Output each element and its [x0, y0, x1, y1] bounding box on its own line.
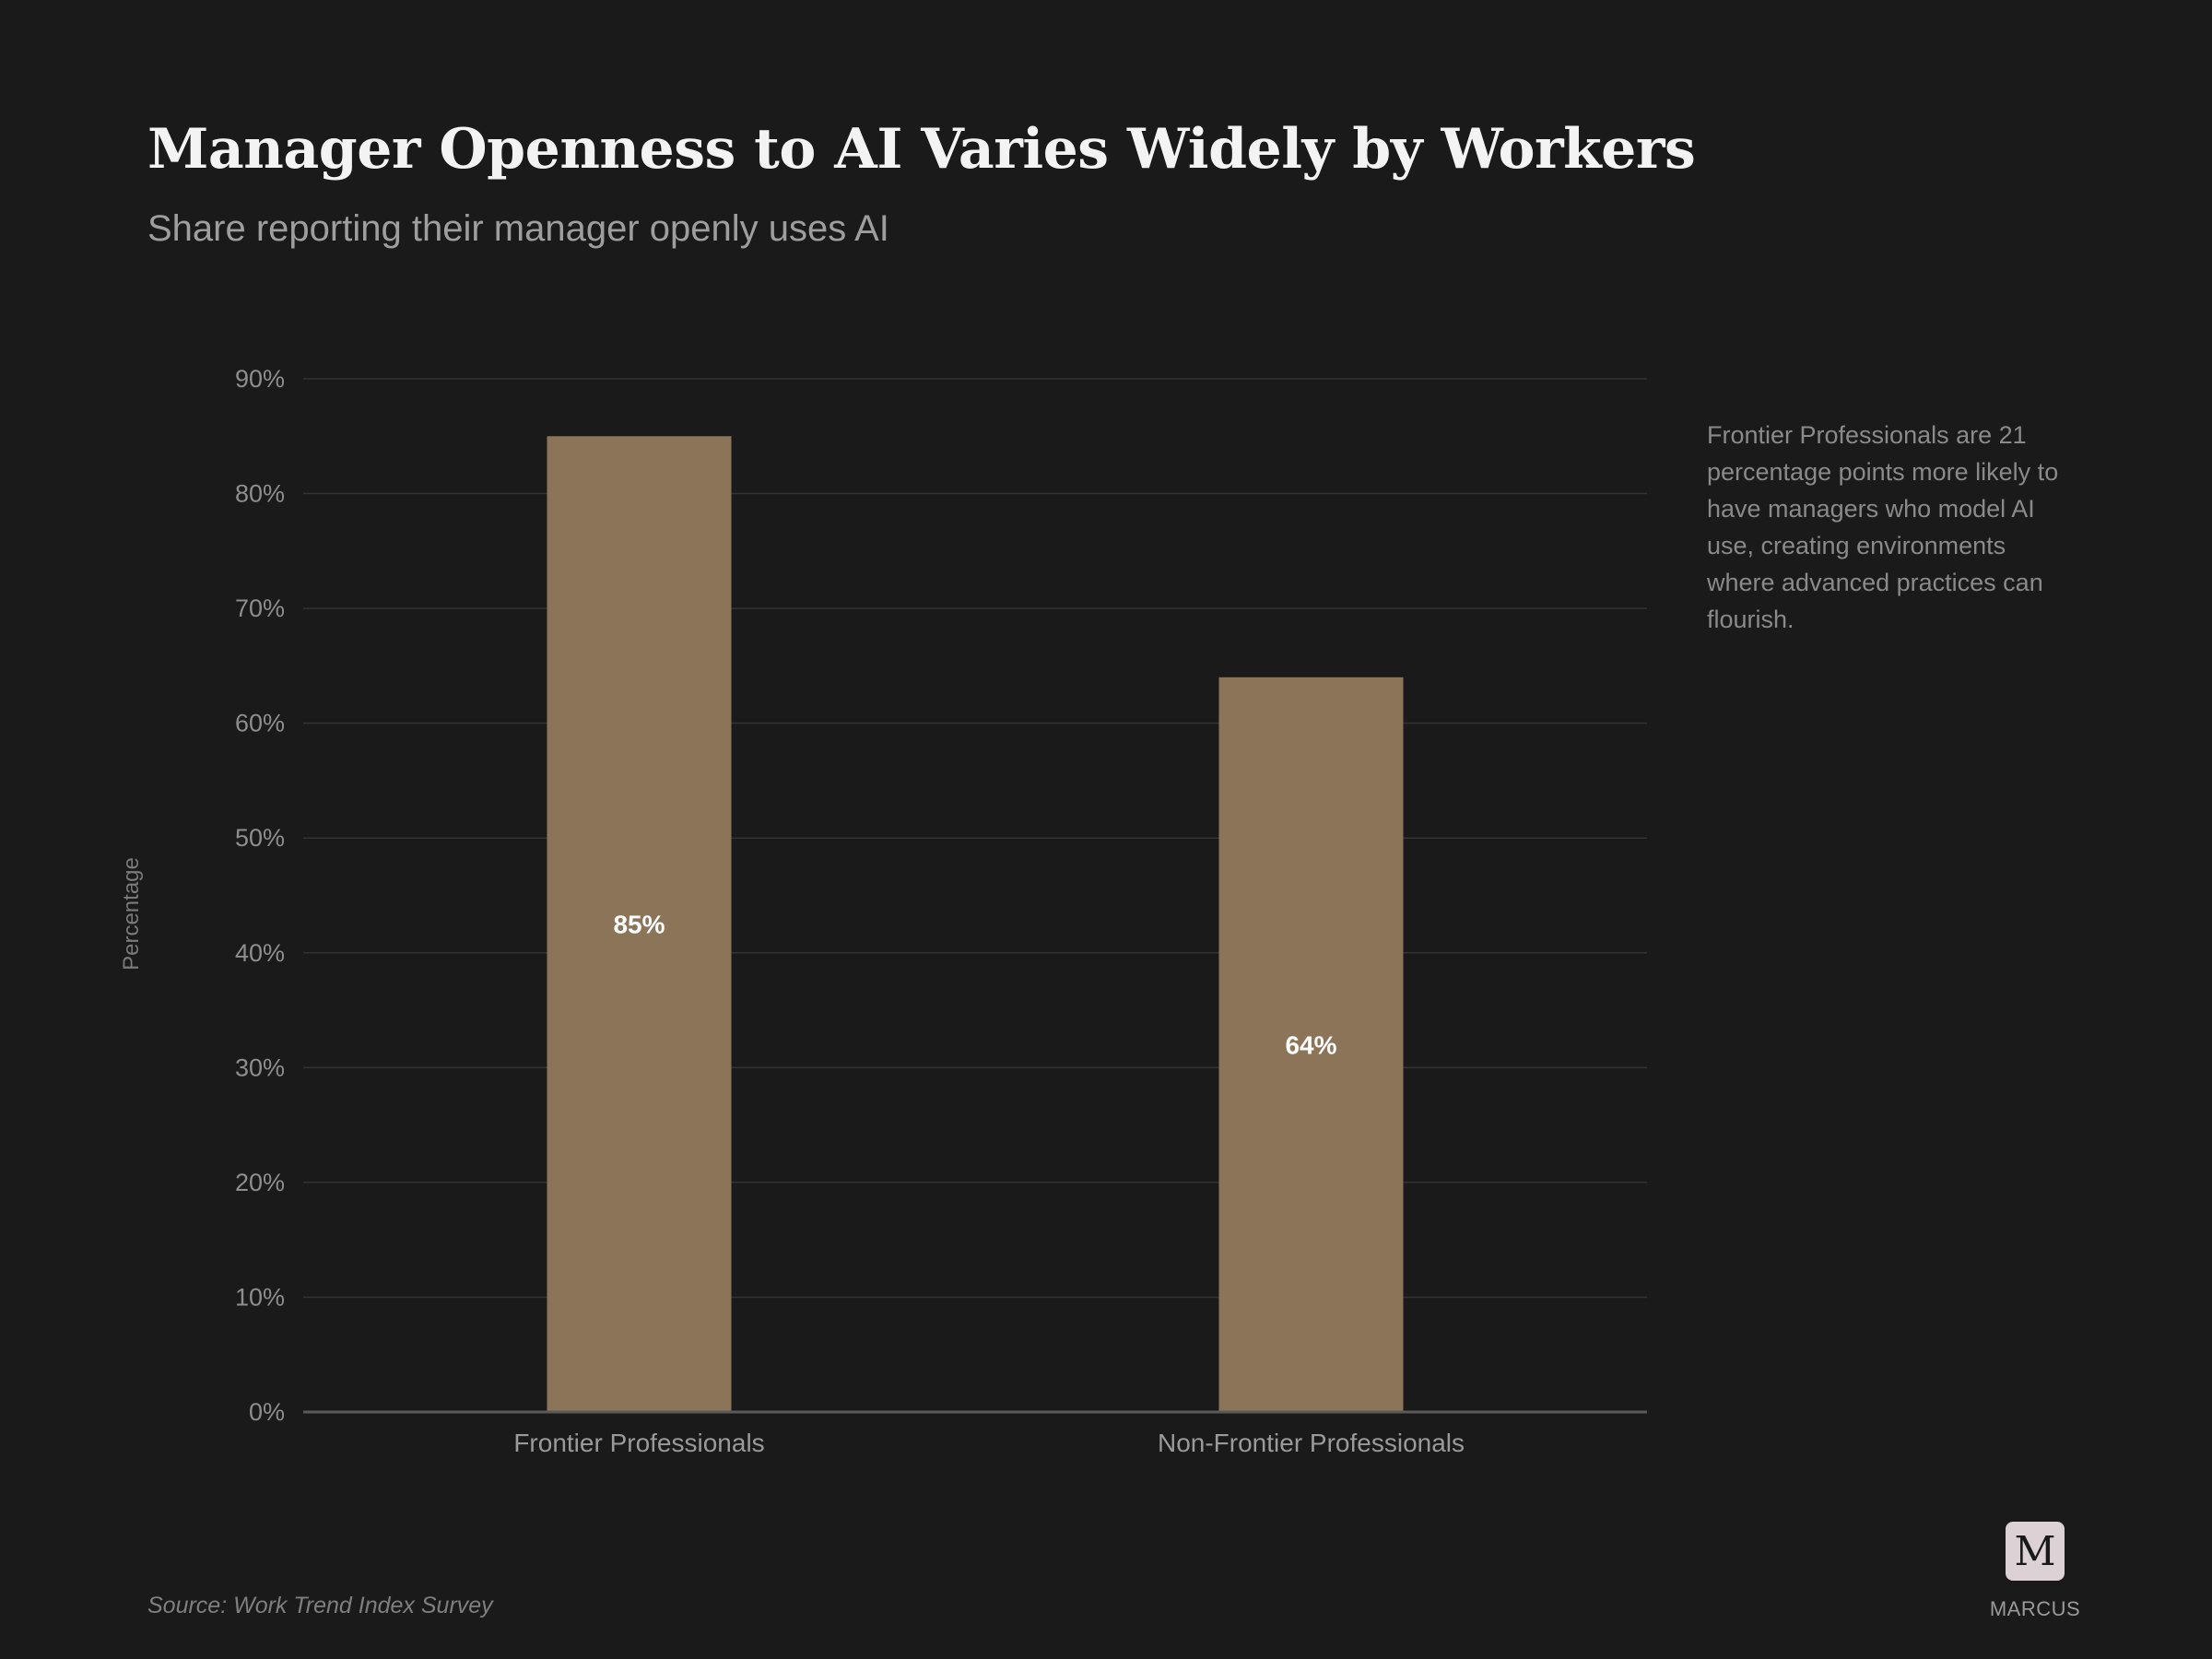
- page-title: Manager Openness to AI Varies Widely by …: [147, 117, 1696, 182]
- bars: [547, 436, 1404, 1412]
- bar: [1218, 677, 1404, 1412]
- annotation-note: Frontier Professionals are 21 percentage…: [1707, 421, 2059, 633]
- y-tick-label: 60%: [235, 710, 285, 737]
- brand-logo: M: [2006, 1522, 2065, 1581]
- y-tick-label: 90%: [235, 365, 285, 393]
- y-tick-label: 30%: [235, 1053, 285, 1081]
- y-tick-label: 70%: [235, 594, 285, 622]
- page-subtitle: Share reporting their manager openly use…: [147, 208, 889, 249]
- y-tick-label: 40%: [235, 939, 285, 967]
- grid-lines: [303, 378, 1647, 1299]
- brand-name: MARCUS: [1989, 1597, 2081, 1620]
- x-axis-categories: Frontier Professionals Non-Frontier Profe…: [513, 1429, 1465, 1457]
- source-note: Source: Work Trend Index Survey: [147, 1593, 493, 1618]
- x-category-label: Frontier Professionals: [513, 1429, 764, 1457]
- bar-value-labels: 85% 64%: [613, 911, 1336, 1060]
- logo-letter: M: [2014, 1527, 2056, 1575]
- y-tick-label: 0%: [249, 1398, 285, 1426]
- y-axis-label: Percentage: [119, 857, 144, 971]
- y-tick-label: 20%: [235, 1169, 285, 1196]
- x-category-label: Non-Frontier Professionals: [1158, 1429, 1465, 1457]
- bar-value-label: 64%: [1285, 1030, 1336, 1059]
- y-axis-ticks: 0% 10% 20% 30% 40% 50% 60% 70% 80% 90%: [235, 365, 285, 1426]
- bar-value-label: 85%: [613, 911, 665, 939]
- bar: [547, 436, 732, 1412]
- y-tick-label: 80%: [235, 480, 285, 508]
- y-tick-label: 50%: [235, 824, 285, 852]
- y-tick-label: 10%: [235, 1283, 285, 1311]
